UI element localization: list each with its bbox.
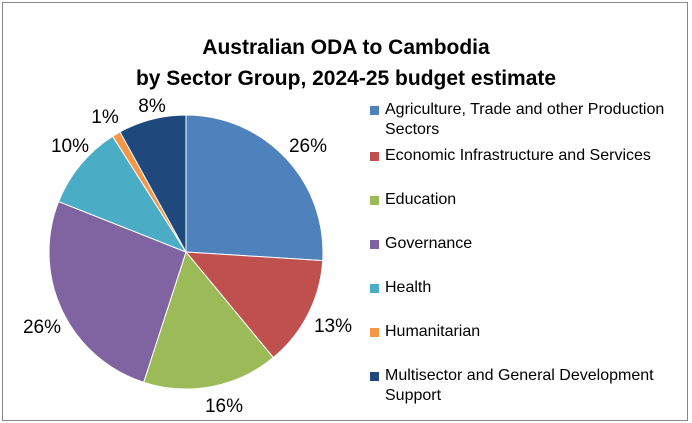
data-label: 8%: [138, 96, 166, 117]
legend-swatch: [370, 284, 379, 293]
pie-slice-education: [143, 250, 275, 390]
legend-swatch: [370, 196, 379, 205]
data-label: 16%: [205, 396, 243, 417]
legend-label: Agriculture, Trade and other Production …: [385, 101, 665, 138]
legend-swatch: [370, 152, 379, 161]
legend-label: Governance: [385, 235, 473, 252]
legend-swatch: [370, 328, 379, 337]
legend-label: Education: [385, 191, 457, 208]
pie-slice-economic-infrastructure-and-services: [184, 251, 324, 359]
data-label: 1%: [91, 107, 119, 128]
chart-title: Australian ODA to Cambodia by Sector Gro…: [0, 32, 692, 94]
pie-slice-multisector-and-general-development-support: [119, 114, 187, 253]
legend-label: Economic Infrastructure and Services: [385, 147, 651, 164]
data-label: 26%: [289, 136, 327, 157]
data-label: 26%: [23, 317, 61, 338]
pie-slice-health: [57, 135, 188, 254]
chart-title-line-2: by Sector Group, 2024-25 budget estimate: [135, 67, 557, 90]
pie-labels: 26% 13% 16% 26% 10%1% 8%: [23, 96, 352, 417]
legend-swatch: [370, 372, 379, 381]
legend-swatch: [370, 106, 379, 115]
chart-title-line-1: Australian ODA to Cambodia: [202, 36, 490, 59]
legend-swatch: [370, 240, 379, 249]
pie-slices: [48, 114, 324, 390]
legend-label: Humanitarian: [385, 323, 481, 340]
pie-slice-agriculture-trade-and-other-production-sectors: [185, 114, 324, 262]
pie-slice-governance: [48, 200, 187, 383]
data-label: 10%: [51, 136, 89, 157]
legend-label: Multisector and General Development Supp…: [385, 367, 654, 404]
data-label: 13%: [314, 316, 352, 337]
legend-label: Health: [385, 279, 432, 296]
